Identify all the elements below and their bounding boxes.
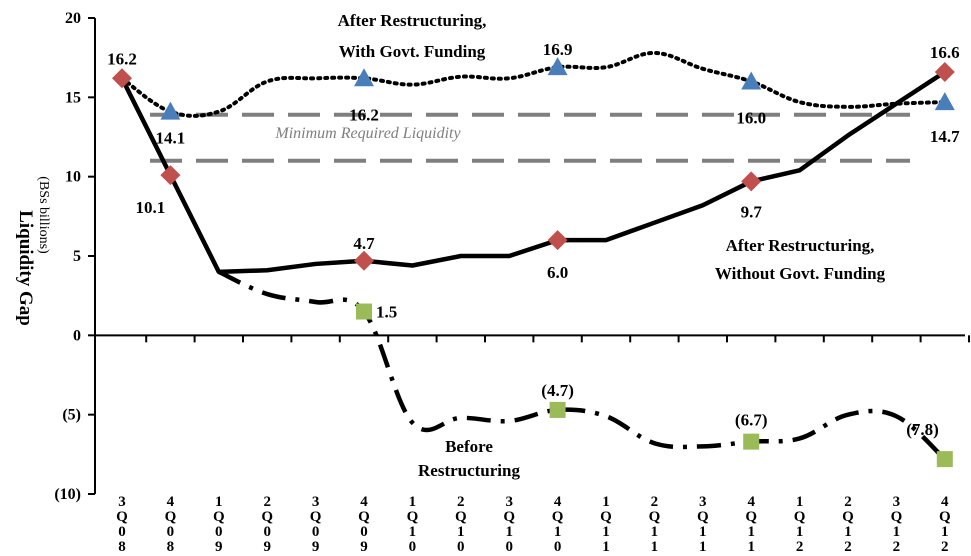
diamond-marker	[112, 68, 132, 89]
annotation-without-funding-line1: After Restructuring,	[726, 236, 875, 255]
diamond-marker	[547, 230, 568, 251]
data-label: 16.6	[930, 43, 960, 62]
data-label: 16.2	[349, 105, 379, 124]
data-label: 14.7	[930, 127, 960, 146]
data-label: 1.5	[376, 303, 397, 322]
triangle-marker	[354, 68, 374, 87]
data-label: 4.7	[353, 234, 375, 253]
annotation-minimum-liquidity: Minimum Required Liquidity	[274, 125, 461, 142]
series-lines	[119, 50, 947, 461]
data-label: 16.0	[736, 108, 766, 127]
data-label: 14.1	[156, 129, 186, 148]
diamond-marker	[741, 171, 762, 192]
annotation-without-funding-line2: Without Govt. Funding	[715, 264, 886, 283]
y-ticks: 20 15 10 5 0 (5) (10)	[54, 10, 95, 503]
triangle-marker	[160, 101, 181, 120]
reference-lines	[150, 112, 910, 163]
triangle-marker	[741, 71, 762, 90]
square-marker	[743, 433, 760, 450]
annotation-with-funding-line1: After Restructuring,	[338, 11, 487, 30]
annotation-before-line2: Restructuring	[418, 461, 520, 480]
data-label: (4.7)	[541, 381, 574, 400]
annotation-with-funding-line2: With Govt. Funding	[339, 42, 486, 61]
data-label: 9.7	[741, 202, 763, 221]
diamond-marker	[934, 61, 955, 82]
data-label: 16.2	[107, 49, 137, 68]
annotation-before-line1: Before	[445, 437, 493, 456]
y-tick-label: 0	[73, 327, 81, 344]
y-tick-label: 5	[73, 248, 81, 265]
series-line-3	[217, 269, 947, 461]
y-tick-label: (10)	[54, 486, 81, 503]
data-label: 6.0	[547, 263, 568, 282]
square-marker	[936, 451, 953, 468]
y-axis-unit: (BSs billions)	[36, 176, 51, 254]
data-label: 10.1	[136, 198, 166, 217]
triangle-marker	[934, 92, 955, 111]
data-label: (7.8)	[906, 420, 939, 439]
square-marker	[356, 303, 372, 320]
y-tick-label: (5)	[62, 407, 81, 424]
triangle-marker	[547, 57, 568, 76]
diamond-marker	[354, 250, 374, 271]
data-label: (6.7)	[735, 411, 768, 430]
y-tick-label: 15	[65, 89, 81, 106]
y-axis-label: Liquidity Gap	[15, 210, 36, 326]
series-line-2	[119, 70, 947, 275]
series-line-1	[120, 50, 947, 118]
data-labels: 14.1 16.2 16.9 16.0 14.7 16.2 10.1 4.7 6.0 9.7 16.…	[107, 40, 960, 439]
diamond-marker	[160, 165, 181, 186]
square-marker	[549, 401, 566, 418]
y-tick-label: 10	[65, 169, 81, 186]
data-markers	[112, 57, 955, 468]
x-ticks: 3 Q 0 8 4 Q 0 8 1 Q 0 9 2 Q 0 9 3 Q 0 9 4 Q 0 9 1 Q 1 0 2 Q 1 0 3 Q 1 0 4 Q 1 0…	[116, 335, 970, 555]
axes	[94, 18, 965, 494]
data-label: 16.9	[543, 40, 573, 59]
y-tick-label: 20	[65, 10, 81, 27]
